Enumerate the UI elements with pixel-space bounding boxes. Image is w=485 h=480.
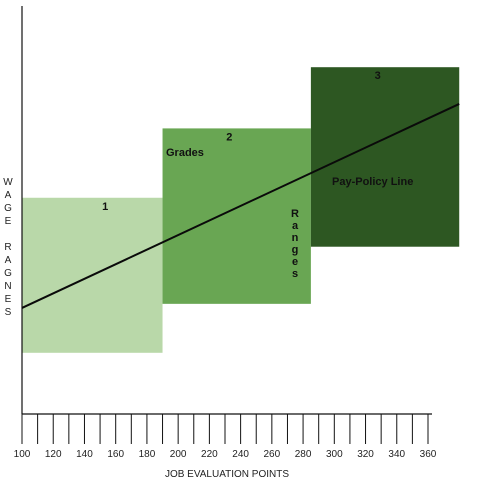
grade-label-3: 3	[375, 70, 381, 82]
labels: 1 2 3 JOB EVALUATION POINTS W A G E R A G N E S Grades…	[3, 70, 413, 480]
x-tick-label-200: 200	[170, 449, 187, 460]
grade-band-3	[310, 67, 460, 247]
x-tick-label-100: 100	[14, 449, 31, 460]
annotation-pay-policy-line: Pay-Policy Line	[332, 176, 413, 188]
grade-label-1: 1	[102, 201, 108, 213]
pay-policy-lines	[21, 103, 460, 309]
x-tick-label-320: 320	[357, 449, 374, 460]
x-tick-label-280: 280	[295, 449, 312, 460]
grade-band-2	[162, 128, 311, 304]
grade-label-2: 2	[226, 131, 232, 143]
axes	[21, 6, 432, 415]
x-tick-label-180: 180	[139, 449, 156, 460]
x-axis-title: JOB EVALUATION POINTS	[165, 469, 289, 480]
annotation-grades: Grades	[166, 147, 204, 159]
x-tick-label-260: 260	[264, 449, 281, 460]
x-tick-label-300: 300	[326, 449, 343, 460]
x-tick-label-240: 240	[232, 449, 249, 460]
x-tick-label-160: 160	[107, 449, 124, 460]
x-ticks: 100 120 140 160 180 200 220 240 260 280 300 320 340 3…	[14, 414, 437, 460]
x-tick-label-140: 140	[76, 449, 93, 460]
series-line-0	[21, 103, 460, 309]
x-tick-label-360: 360	[420, 449, 437, 460]
x-tick-label-340: 340	[388, 449, 405, 460]
x-tick-label-220: 220	[201, 449, 218, 460]
x-tick-label-120: 120	[45, 449, 62, 460]
grade-bands	[22, 67, 460, 353]
